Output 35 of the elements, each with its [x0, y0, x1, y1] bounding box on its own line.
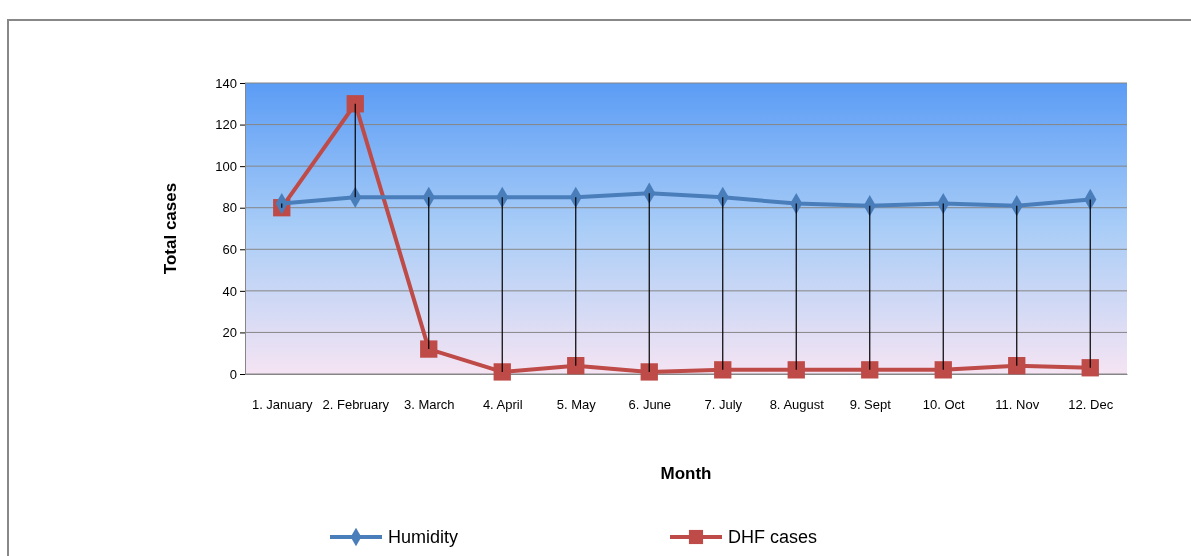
point: [567, 357, 585, 375]
point: [861, 361, 879, 379]
point: [640, 363, 658, 381]
x-tick-label: 3. March: [403, 397, 455, 413]
y-tick-label: 20: [222, 325, 237, 341]
point: [714, 361, 732, 379]
y-tick-label: 120: [215, 117, 237, 133]
x-tick-label: 12. Dec: [1068, 397, 1114, 413]
point: [493, 363, 511, 381]
point: [934, 361, 952, 379]
x-tick-label: 1. January: [251, 397, 314, 413]
y-tick-label: 80: [222, 200, 237, 216]
x-tick-label: 5. May: [556, 397, 597, 413]
x-tick-label: 10. Oct: [922, 397, 966, 413]
x-tick-label: 2. February: [322, 397, 390, 413]
x-tick-label: 6. June: [628, 397, 672, 413]
x-axis-title: Month: [660, 464, 712, 483]
point: [346, 95, 364, 113]
x-tick-label: 9. Sept: [849, 397, 892, 413]
x-tick-label: 8. August: [769, 397, 825, 413]
point: [1008, 357, 1026, 375]
x-tick-label: 7. July: [704, 397, 743, 413]
point: [420, 340, 438, 358]
x-tick-label: 11. Nov: [995, 397, 1040, 413]
point: [1081, 359, 1099, 377]
point: [787, 361, 805, 379]
y-tick-label: 140: [215, 75, 237, 91]
y-axis-title: Total cases: [161, 182, 180, 275]
y-tick-label: 40: [222, 283, 237, 299]
legend-label: Humidity: [388, 527, 459, 547]
y-tick-label: 100: [215, 158, 237, 174]
y-tick-label: 0: [229, 366, 237, 382]
y-tick-label: 60: [222, 241, 237, 257]
x-tick-label: 4. April: [482, 397, 523, 413]
legend-label: DHF cases: [728, 527, 818, 547]
